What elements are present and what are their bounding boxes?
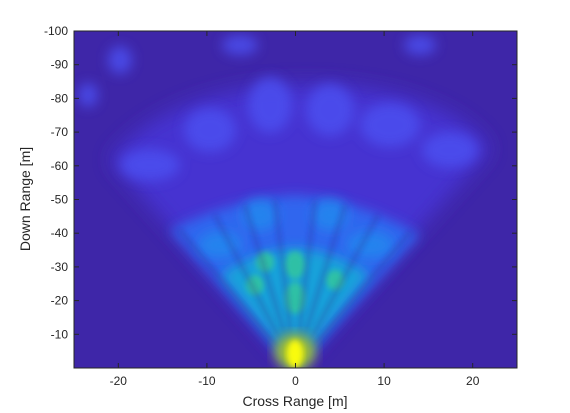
origin-hotspot [275, 334, 315, 368]
y-tick-label: -40 [51, 226, 69, 240]
y-tick-label: -10 [51, 327, 69, 341]
y-tick-label: -80 [51, 91, 69, 105]
scatter-blobs [78, 35, 478, 181]
y-tick-label: -90 [51, 58, 69, 72]
plot-area [74, 31, 517, 368]
y-tick-label: -30 [51, 260, 69, 274]
x-axis-label: Cross Range [m] [242, 393, 347, 409]
y-axis-ticks: -100 -90 -80 -70 -60 -50 -40 -30 -20 -10 [44, 24, 517, 341]
y-tick-label: -60 [51, 159, 69, 173]
y-tick-label: -100 [44, 24, 68, 38]
y-axis-label: Down Range [m] [17, 147, 33, 251]
y-tick-label: -20 [51, 294, 69, 308]
x-tick-label: -20 [110, 374, 128, 388]
y-tick-label: -50 [51, 193, 69, 207]
x-axis-ticks: -20 -10 0 10 20 [110, 31, 480, 388]
x-tick-label: -10 [198, 374, 216, 388]
x-tick-label: 20 [466, 374, 480, 388]
x-tick-label: 0 [292, 374, 299, 388]
y-tick-label: -70 [51, 125, 69, 139]
x-tick-label: 10 [377, 374, 391, 388]
